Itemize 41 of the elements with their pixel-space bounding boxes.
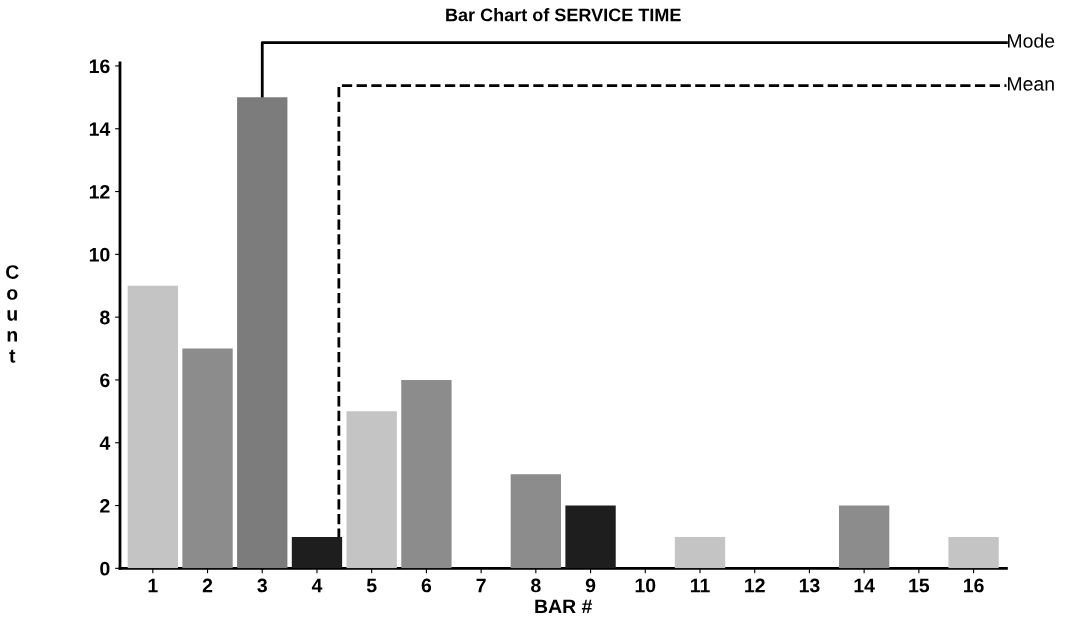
bar: [127, 285, 178, 569]
bar: [182, 348, 233, 569]
bar: [510, 474, 562, 569]
x-tick-label: 12: [745, 578, 765, 593]
x-tick-label: 5: [366, 578, 377, 593]
bar: [346, 411, 397, 569]
bar: [674, 536, 726, 569]
x-axis-title: BAR #: [535, 599, 593, 614]
x-tick-label: 13: [799, 578, 820, 593]
ref-line-label: Mean: [1008, 77, 1054, 91]
y-tick-label: 14: [89, 122, 111, 136]
x-tick-label: 6: [421, 578, 432, 593]
ref-line-label: Mode: [1008, 33, 1055, 48]
x-tick-label: 16: [963, 578, 984, 593]
y-tick-label: 6: [100, 373, 110, 388]
bar: [401, 379, 452, 569]
y-tick-label: 2: [100, 499, 110, 513]
y-tick-label: 12: [89, 185, 110, 199]
x-tick-label: 10: [635, 578, 656, 593]
x-tick-label: 8: [531, 578, 541, 593]
y-tick-label: 0: [100, 561, 110, 576]
x-tick-label: 4: [311, 578, 323, 593]
x-tick-label: 15: [909, 578, 930, 593]
x-tick-label: 7: [476, 578, 486, 593]
x-tick-label: 9: [585, 578, 596, 593]
y-tick-label: 16: [89, 59, 110, 74]
y-axis-title: Count: [6, 265, 19, 363]
y-tick-label: 10: [89, 247, 110, 262]
y-tick-label: 8: [100, 310, 110, 325]
chart-title: Bar Chart of SERVICE TIME: [446, 8, 681, 22]
y-tick-label: 4: [99, 436, 111, 450]
bar: [948, 536, 999, 569]
x-tick-label: 14: [854, 578, 875, 593]
bar: [838, 505, 890, 569]
bar: [237, 97, 288, 569]
bar: [291, 536, 343, 569]
bar: [565, 505, 616, 569]
x-tick-label: 11: [690, 578, 710, 593]
x-tick-label: 1: [148, 578, 158, 593]
x-tick-label: 2: [202, 578, 213, 593]
x-tick-label: 3: [257, 578, 267, 593]
